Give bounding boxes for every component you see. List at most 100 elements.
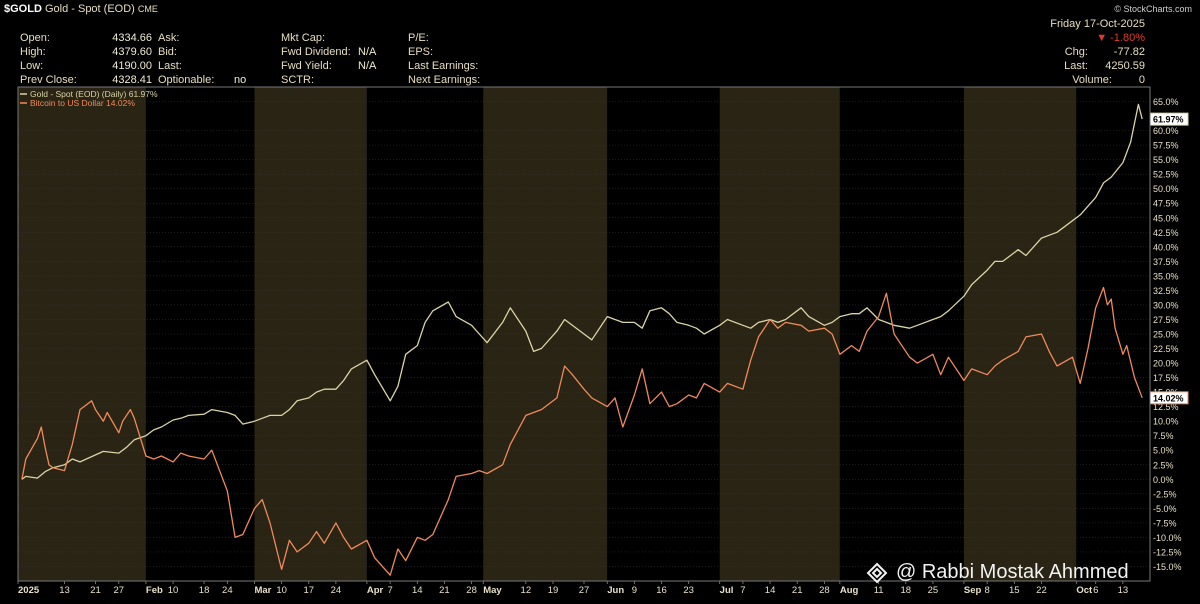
volume-value: 0 <box>1138 74 1145 86</box>
y-tick-label: 20.0% <box>1153 359 1179 369</box>
y-tick-label: 37.5% <box>1153 257 1179 267</box>
y-tick-label: 65.0% <box>1153 97 1179 107</box>
instrument-name: Gold - Spot (EOD) <box>44 3 135 15</box>
x-tick-label: Apr <box>367 585 384 596</box>
gold-series-line <box>21 103 1143 480</box>
x-tick-label: Sep <box>964 585 982 596</box>
quote-label: Fwd Dividend: <box>281 46 351 58</box>
last-value-labels: 61.97% 14.02% <box>1149 112 1189 405</box>
x-tick-label: 14 <box>765 585 776 596</box>
x-tick-label: 17 <box>303 585 314 596</box>
y-tick-label: -15.0% <box>1153 562 1182 572</box>
x-tick-label: 8 <box>985 585 990 596</box>
month-band-1 <box>145 87 255 581</box>
x-tick-label: 21 <box>90 585 101 596</box>
month-bands <box>18 87 1150 581</box>
bitcoin-series-line <box>21 286 1143 576</box>
y-tick-label: -10.0% <box>1153 533 1182 543</box>
x-tick-label: 13 <box>1118 585 1129 596</box>
x-tick-label: Jul <box>720 585 734 596</box>
y-tick-label: 55.0% <box>1153 155 1179 165</box>
x-tick-label: 21 <box>792 585 803 596</box>
quote-value: 4328.41 <box>112 74 152 86</box>
x-tick-label: 18 <box>199 585 210 596</box>
y-tick-label: 50.0% <box>1153 184 1179 194</box>
y-tick-label: 22.5% <box>1153 344 1179 354</box>
x-tick-label: Jun <box>607 585 624 596</box>
x-tick-label: 10 <box>276 585 287 596</box>
x-tick-label: 7 <box>740 585 745 596</box>
last-value: 4250.59 <box>1105 60 1145 72</box>
x-tick-label: 11 <box>874 585 884 596</box>
x-tick-label: 9 <box>632 585 637 596</box>
volume-label: Volume: <box>1072 74 1112 86</box>
x-tick-label: 7 <box>388 585 393 596</box>
diamond-logo-icon <box>866 562 888 584</box>
y-tick-label: -2.5% <box>1153 489 1177 499</box>
month-band-4 <box>483 87 608 581</box>
x-tick-label: 18 <box>900 585 911 596</box>
y-tick-label: 27.5% <box>1153 315 1179 325</box>
x-tick-label: 22 <box>1036 585 1047 596</box>
x-tick-label: 16 <box>656 585 667 596</box>
watermark-text: @ Rabbi Mostak Ahmmed <box>896 561 1129 583</box>
y-tick-label: 0.0% <box>1153 475 1174 485</box>
y-tick-label: 17.5% <box>1153 373 1179 383</box>
quote-label: Ask: <box>158 32 180 44</box>
quote-label: Optionable: <box>158 74 215 86</box>
y-tick-label: 5.0% <box>1153 446 1174 456</box>
y-tick-label: 47.5% <box>1153 199 1179 209</box>
bitcoin-last-value: 14.02% <box>1153 393 1184 403</box>
quote-date: Friday 17-Oct-2025 <box>1050 18 1145 30</box>
change-percent: ▼ -1.80% <box>1096 32 1145 45</box>
gold-last-value: 61.97% <box>1153 115 1184 125</box>
quote-label: Prev Close: <box>20 74 77 86</box>
x-tick-label: 23 <box>683 585 694 596</box>
x-tick-label: Oct <box>1076 585 1093 596</box>
y-tick-label: -12.5% <box>1153 547 1182 557</box>
month-band-3 <box>366 87 484 581</box>
x-tick-label: 2025 <box>18 585 40 596</box>
change-row: Chg: -77.82 <box>1065 46 1145 59</box>
quote-value: 4190.00 <box>112 60 152 72</box>
quote-label: High: <box>20 46 46 58</box>
x-tick-label: 27 <box>579 585 590 596</box>
x-tick-label: 27 <box>114 585 125 596</box>
y-tick-label: -5.0% <box>1153 504 1177 514</box>
y-tick-label: 40.0% <box>1153 242 1179 252</box>
quote-label: Mkt Cap: <box>281 32 326 44</box>
quote-label: EPS: <box>408 46 434 58</box>
brand-mark: © StockCharts.com <box>1114 4 1192 14</box>
quote-label: Last: <box>158 60 182 72</box>
plot-frame <box>17 86 1151 582</box>
x-tick-label: 13 <box>59 585 70 596</box>
x-tick-label: Feb <box>146 585 163 596</box>
y-tick-label: 32.5% <box>1153 286 1179 296</box>
series-lines <box>21 103 1143 576</box>
y-tick-label: 45.0% <box>1153 213 1179 223</box>
quote-label: Bid: <box>158 46 177 58</box>
y-tick-label: 7.5% <box>1153 431 1174 441</box>
x-axis: 2025 13 21 27 Feb 10 18 24 Mar 10 17 24 Apr 7 14 21 28 Ma… <box>17 581 1129 596</box>
plot-border <box>17 86 1151 582</box>
y-tick-label: 57.5% <box>1153 141 1179 151</box>
quote-value: N/A <box>358 60 377 72</box>
y-tick-label: 10.0% <box>1153 417 1179 427</box>
quote-label: Fwd Yield: <box>281 60 332 72</box>
exchange: CME <box>137 4 158 14</box>
quote-value: N/A <box>358 46 377 58</box>
y-tick-label: 2.5% <box>1153 460 1174 470</box>
x-tick-label: 24 <box>331 585 342 596</box>
last-label: Last: <box>1064 60 1088 72</box>
x-tick-label: 15 <box>1009 585 1020 596</box>
y-tick-label: 35.0% <box>1153 271 1179 281</box>
down-arrow-icon: ▼ <box>1096 32 1108 44</box>
x-tick-label: 28 <box>466 585 477 596</box>
x-tick-label: 14 <box>412 585 423 596</box>
x-tick-label: 12 <box>521 585 532 596</box>
x-tick-label: May <box>483 585 502 596</box>
quote-label: Last Earnings: <box>408 60 479 72</box>
x-tick-label: 6 <box>1093 585 1098 596</box>
